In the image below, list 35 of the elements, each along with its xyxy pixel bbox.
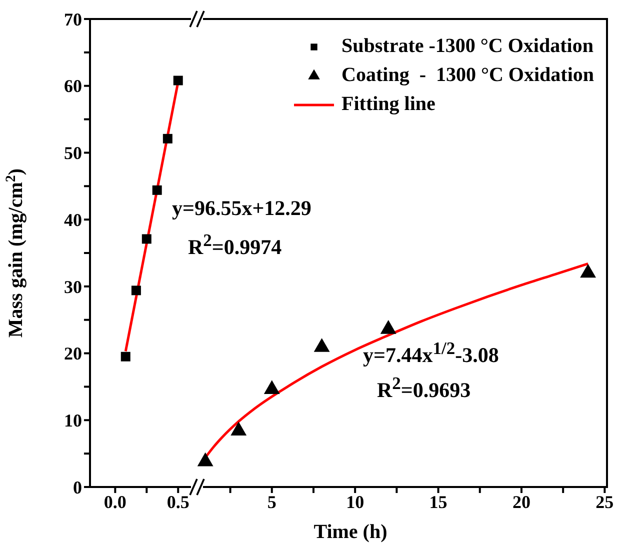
x-tick-label: 0.5 (166, 492, 190, 512)
y-tick-label: 70 (64, 9, 82, 30)
point (197, 452, 214, 466)
point (173, 76, 183, 86)
y-tick-label: 20 (64, 344, 82, 364)
legend-label: Substrate -1300 °C Oxidation (342, 35, 594, 58)
legend-label: Coating - 1300 °C Oxidation (342, 64, 594, 87)
annotation: R$^{2}$=0.9974 (188, 230, 282, 260)
point (152, 185, 162, 195)
point (142, 234, 152, 244)
annotation: R$^{2}$=0.9693 (377, 373, 471, 403)
annotation: y=7.44x$^{1/2}$-3.08 (363, 338, 499, 368)
x-tick-label: 15 (429, 492, 448, 512)
y-tick-label: 50 (64, 143, 82, 164)
legend-label: Fitting line (342, 93, 436, 116)
point (230, 422, 247, 436)
y-tick-label: 10 (64, 410, 82, 431)
annotation: y=96.55x+12.29 (172, 196, 312, 221)
y-tick-label: 40 (64, 210, 82, 230)
x-tick-label: 0.0 (104, 492, 126, 512)
point (580, 264, 596, 278)
point (380, 320, 396, 334)
point (131, 286, 141, 296)
x-tick-label: 25 (596, 492, 614, 512)
x-tick-label: 20 (512, 492, 530, 512)
point (120, 352, 130, 362)
point (314, 338, 330, 352)
x-tick-label: 5 (267, 492, 276, 512)
x-axis-title: Time (h) (314, 521, 388, 543)
point (264, 380, 280, 394)
y-tick-label: 0 (73, 477, 82, 498)
x-tick-label: 10 (346, 492, 364, 512)
point (162, 134, 172, 144)
y-tick-label: 60 (64, 76, 82, 96)
y-tick-label: 30 (64, 276, 82, 297)
